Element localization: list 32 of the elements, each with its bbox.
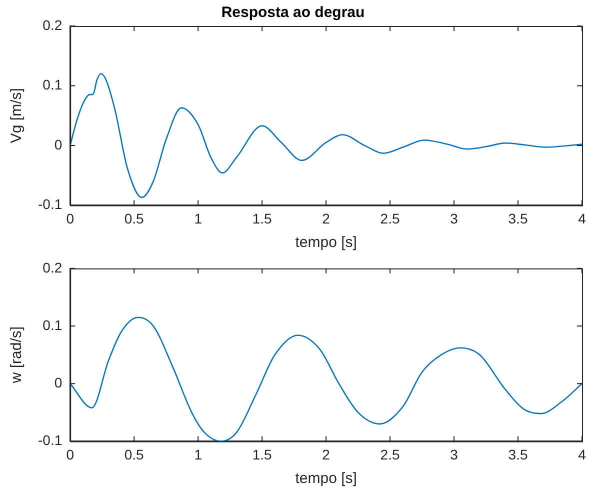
x-tick-label: 4: [578, 210, 586, 226]
x-tick-label: 1.5: [252, 210, 272, 226]
x-tick-label: 4: [578, 446, 586, 462]
x-tick-label: 2: [322, 210, 330, 226]
chart-title: Resposta ao degrau: [221, 4, 365, 22]
x-axis-title: tempo [s]: [295, 470, 357, 488]
y-axis-title: w [rad/s]: [8, 326, 26, 384]
y-tick-label: -0.1: [38, 196, 62, 212]
y-tick-label: 0.1: [42, 316, 62, 333]
y-tick-label: -0.1: [38, 432, 62, 448]
x-tick-label: 3: [450, 210, 458, 226]
y-tick-label: 0.1: [42, 76, 62, 93]
x-tick-label: 0: [66, 210, 74, 226]
x-tick-label: 1: [194, 210, 202, 226]
y-tick-label: 0.2: [42, 259, 62, 276]
x-tick-label: 1.5: [252, 446, 272, 462]
x-tick-label: 0.5: [124, 210, 144, 226]
y-tick-label: 0: [54, 374, 62, 390]
x-tick-label: 3.5: [508, 210, 528, 226]
x-tick-label: 2.5: [380, 446, 400, 462]
x-tick-label: 1: [194, 446, 202, 462]
x-axis-title: tempo [s]: [295, 234, 357, 252]
x-tick-label: 3: [450, 446, 458, 462]
x-tick-label: 3.5: [508, 446, 528, 462]
y-tick-label: 0: [54, 136, 62, 152]
line-series: [70, 73, 582, 198]
x-tick-label: 2.5: [380, 210, 400, 226]
x-tick-label: 0: [66, 446, 74, 462]
y-axis-title: Vg [m/s]: [8, 88, 26, 144]
x-tick-label: 2: [322, 446, 330, 462]
x-tick-label: 0.5: [124, 446, 144, 462]
y-tick-label: 0.2: [42, 16, 62, 33]
